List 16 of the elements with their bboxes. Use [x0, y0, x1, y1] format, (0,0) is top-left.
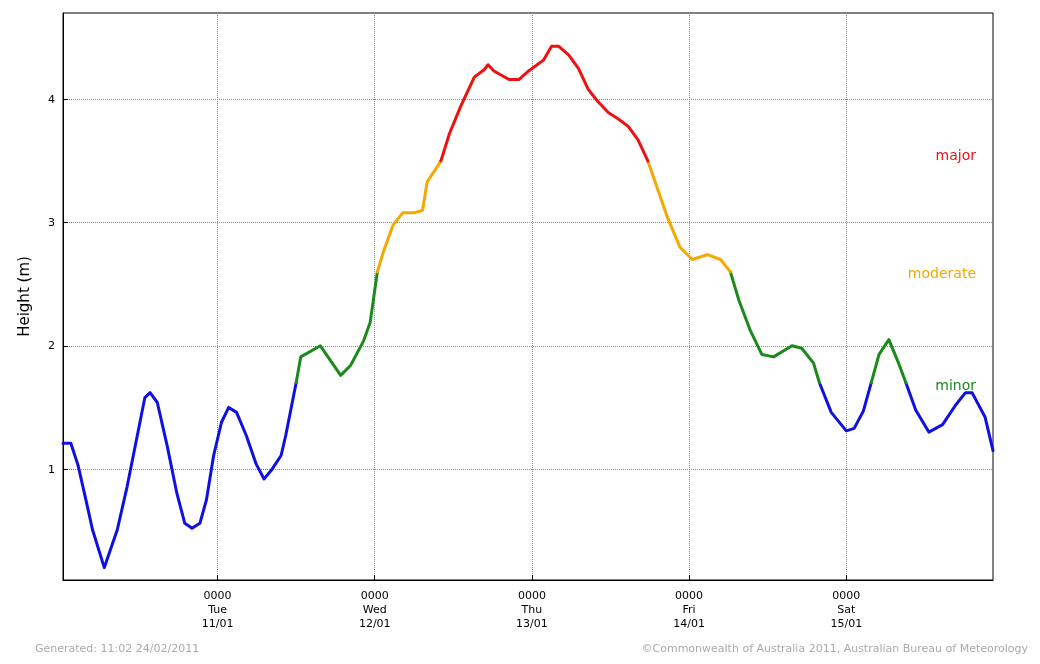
- line-series: [439, 44, 650, 163]
- annotation: minor: [935, 377, 977, 393]
- y-tick-label: 3: [48, 216, 55, 230]
- y-axis-title: Height (m): [14, 256, 33, 337]
- x-tick-label: 0000 Tue 11/01: [201, 588, 234, 630]
- x-tick-label: 0000 Fri 14/01: [673, 588, 705, 630]
- x-tick-label: 0000 Sat 15/01: [830, 588, 863, 630]
- y-tick-label: 2: [48, 339, 55, 353]
- annotation: major: [935, 147, 977, 163]
- text: ©Commonwealth of Australia 2011, Australian Bureau of Meteorology: [641, 642, 1029, 655]
- annotation: moderate: [907, 265, 976, 281]
- y-tick-label: 1: [48, 462, 55, 476]
- x-tick-label: 0000 Wed 12/01: [358, 588, 391, 630]
- text: Generated: 11:02 24/02/2011: [35, 642, 200, 655]
- x-tick-label: 0000 Thu 13/01: [516, 588, 548, 630]
- y-tick-label: 4: [48, 92, 55, 106]
